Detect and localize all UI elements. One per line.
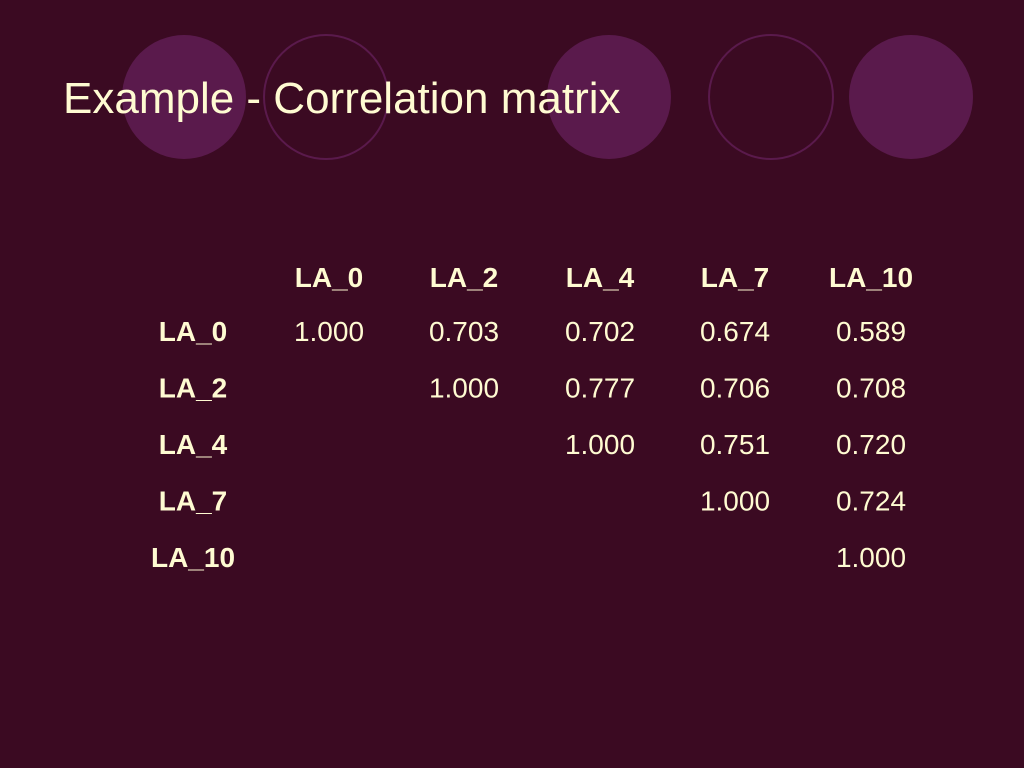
table-cell: 0.751: [700, 429, 770, 460]
table-cell: 0.706: [700, 373, 770, 404]
slide-title: Example - Correlation matrix: [63, 74, 621, 123]
table-cell: 0.703: [429, 316, 499, 347]
decor-circle: [849, 35, 973, 159]
table-cell: 0.720: [836, 429, 906, 460]
correlation-table: LA_0 LA_2 LA_4 LA_7 LA_10 LA_0 1.000 0.703 0.702…: [151, 262, 913, 573]
row-header: LA_4: [159, 429, 228, 460]
row-header: LA_2: [159, 373, 227, 404]
table-cell: 1.000: [700, 486, 770, 517]
table-cell: 1.000: [429, 373, 499, 404]
table-cell: 1.000: [565, 429, 635, 460]
table-cell: 0.674: [700, 316, 770, 347]
table-cell: 0.589: [836, 316, 906, 347]
decor-circle: [708, 34, 834, 160]
row-header: LA_0: [159, 316, 227, 347]
decor-circle: [547, 35, 671, 159]
column-header: LA_0: [295, 262, 363, 293]
column-header: LA_7: [701, 262, 769, 293]
table-cell: 1.000: [836, 542, 906, 573]
column-header: LA_4: [566, 262, 635, 293]
row-header: LA_7: [159, 486, 227, 517]
decor-circle: [122, 35, 246, 159]
table-cell: 1.000: [294, 316, 364, 347]
column-header: LA_2: [430, 262, 498, 293]
decor-circle: [263, 34, 389, 160]
table-cell: 0.702: [565, 316, 635, 347]
column-header: LA_10: [829, 262, 913, 293]
table-cell: 0.777: [565, 373, 635, 404]
table-cell: 0.708: [836, 373, 906, 404]
row-header: LA_10: [151, 542, 235, 573]
table-cell: 0.724: [836, 486, 906, 517]
